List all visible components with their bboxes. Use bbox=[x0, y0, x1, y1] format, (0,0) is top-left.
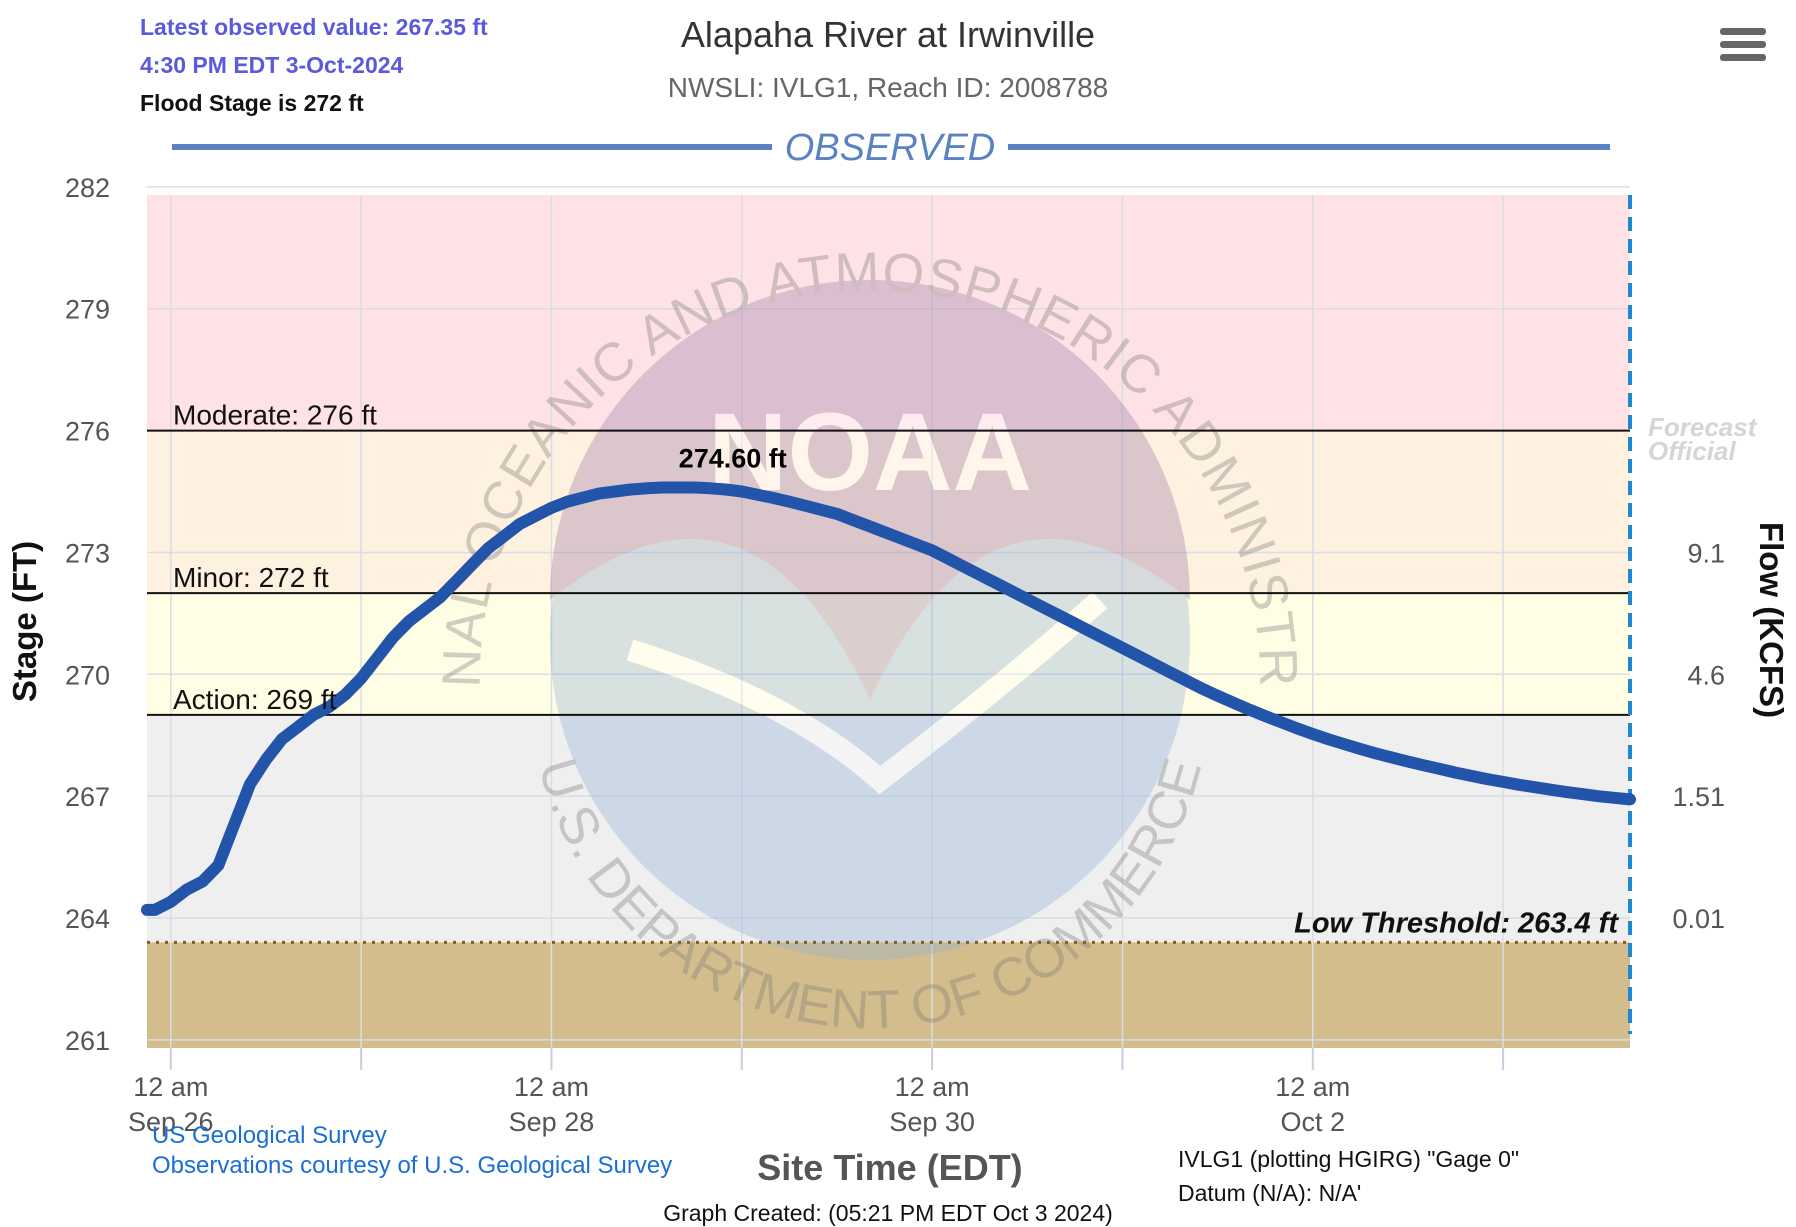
threshold-lines bbox=[147, 195, 1632, 1034]
y2-tick-label: 4.6 bbox=[1687, 660, 1725, 690]
x-tick-label-date: Sep 28 bbox=[509, 1107, 595, 1137]
menu-bar-middle bbox=[1720, 41, 1766, 48]
usgs-link[interactable]: US Geological Survey bbox=[152, 1122, 387, 1149]
noaa-logo-circle bbox=[550, 320, 1190, 960]
forecast-watermark-label: Forecast bbox=[1648, 412, 1758, 442]
y-tick-label: 267 bbox=[65, 782, 110, 812]
latest-observed-time: 4:30 PM EDT 3-Oct-2024 bbox=[140, 52, 404, 78]
y-tick-label: 270 bbox=[65, 660, 110, 690]
x-tick-label-time: 12 am bbox=[514, 1072, 589, 1102]
observations-courtesy-link[interactable]: Observations courtesy of U.S. Geological… bbox=[152, 1152, 673, 1179]
y-tick-label: 261 bbox=[65, 1026, 110, 1056]
noaa-logo-bird bbox=[550, 280, 1190, 700]
y-tick-label: 279 bbox=[65, 295, 110, 325]
low-threshold-label: Low Threshold: 263.4 ft bbox=[1294, 907, 1619, 939]
chart-title: Alapaha River at Irwinville bbox=[680, 14, 1096, 55]
y2-tick-label: 9.1 bbox=[1687, 538, 1725, 568]
menu-bar-top bbox=[1720, 28, 1766, 35]
chart-subtitle: NWSLI: IVLG1, Reach ID: 2008788 bbox=[667, 72, 1109, 103]
x-tick-label-time: 12 am bbox=[1275, 1072, 1350, 1102]
moderate-flood-band bbox=[147, 195, 1630, 431]
chart-labels: Moderate: 276 ft Minor: 272 ft Action: 269… bbox=[173, 400, 1758, 940]
menu-bar-bottom bbox=[1720, 54, 1766, 61]
x-tick-label-date: Sep 26 bbox=[128, 1107, 214, 1137]
observed-stage-line bbox=[141, 481, 1636, 916]
low-water-band bbox=[147, 942, 1630, 1048]
x-tick-label-date: Oct 2 bbox=[1281, 1107, 1346, 1137]
datum-line-2: Datum (N/A): N/A' bbox=[1178, 1180, 1362, 1206]
x-tick-label-date: Sep 30 bbox=[889, 1107, 975, 1137]
y2-tick-label: 0.01 bbox=[1672, 904, 1725, 934]
chart-axes: 261 264 267 270 273 276 279 282 0.01 1.51 4.6 9.1 12… bbox=[6, 173, 1790, 1188]
legend-observed-label: OBSERVED bbox=[785, 127, 995, 169]
minor-threshold-label: Minor: 272 ft bbox=[173, 562, 329, 593]
graph-created-text: Graph Created: (05:21 PM EDT Oct 3 2024) bbox=[663, 1200, 1113, 1226]
x-tick-label-time: 12 am bbox=[895, 1072, 970, 1102]
official-watermark-label: Official bbox=[1648, 436, 1736, 466]
peak-label: 274.60 ft bbox=[679, 443, 787, 473]
y2-tick-label: 1.51 bbox=[1672, 782, 1725, 812]
y-tick-label: 264 bbox=[65, 904, 110, 934]
threshold-bands bbox=[147, 195, 1630, 1048]
y2-axis-title: Flow (KCFS) bbox=[1753, 522, 1790, 718]
latest-observed-value: Latest observed value: 267.35 ft bbox=[140, 14, 488, 40]
moderate-threshold-label: Moderate: 276 ft bbox=[173, 400, 377, 431]
x-axis-title: Site Time (EDT) bbox=[757, 1147, 1022, 1188]
y-tick-label: 282 bbox=[65, 173, 110, 203]
action-band bbox=[147, 593, 1630, 715]
noaa-logo-wave bbox=[626, 591, 1108, 795]
observed-series bbox=[141, 481, 1636, 916]
x-tick-label-time: 12 am bbox=[133, 1072, 208, 1102]
y-axis-title: Stage (FT) bbox=[6, 541, 43, 702]
action-threshold-label: Action: 269 ft bbox=[173, 684, 337, 715]
y-tick-label: 273 bbox=[65, 538, 110, 568]
flood-stage-text: Flood Stage is 272 ft bbox=[140, 90, 364, 116]
minor-flood-band bbox=[147, 430, 1630, 594]
y-tick-label: 276 bbox=[65, 417, 110, 447]
legend-observed: OBSERVED bbox=[172, 127, 1610, 169]
hamburger-menu-icon[interactable] bbox=[1720, 28, 1766, 68]
datum-line-1: IVLG1 (plotting HGIRG) "Gage 0" bbox=[1178, 1146, 1520, 1172]
